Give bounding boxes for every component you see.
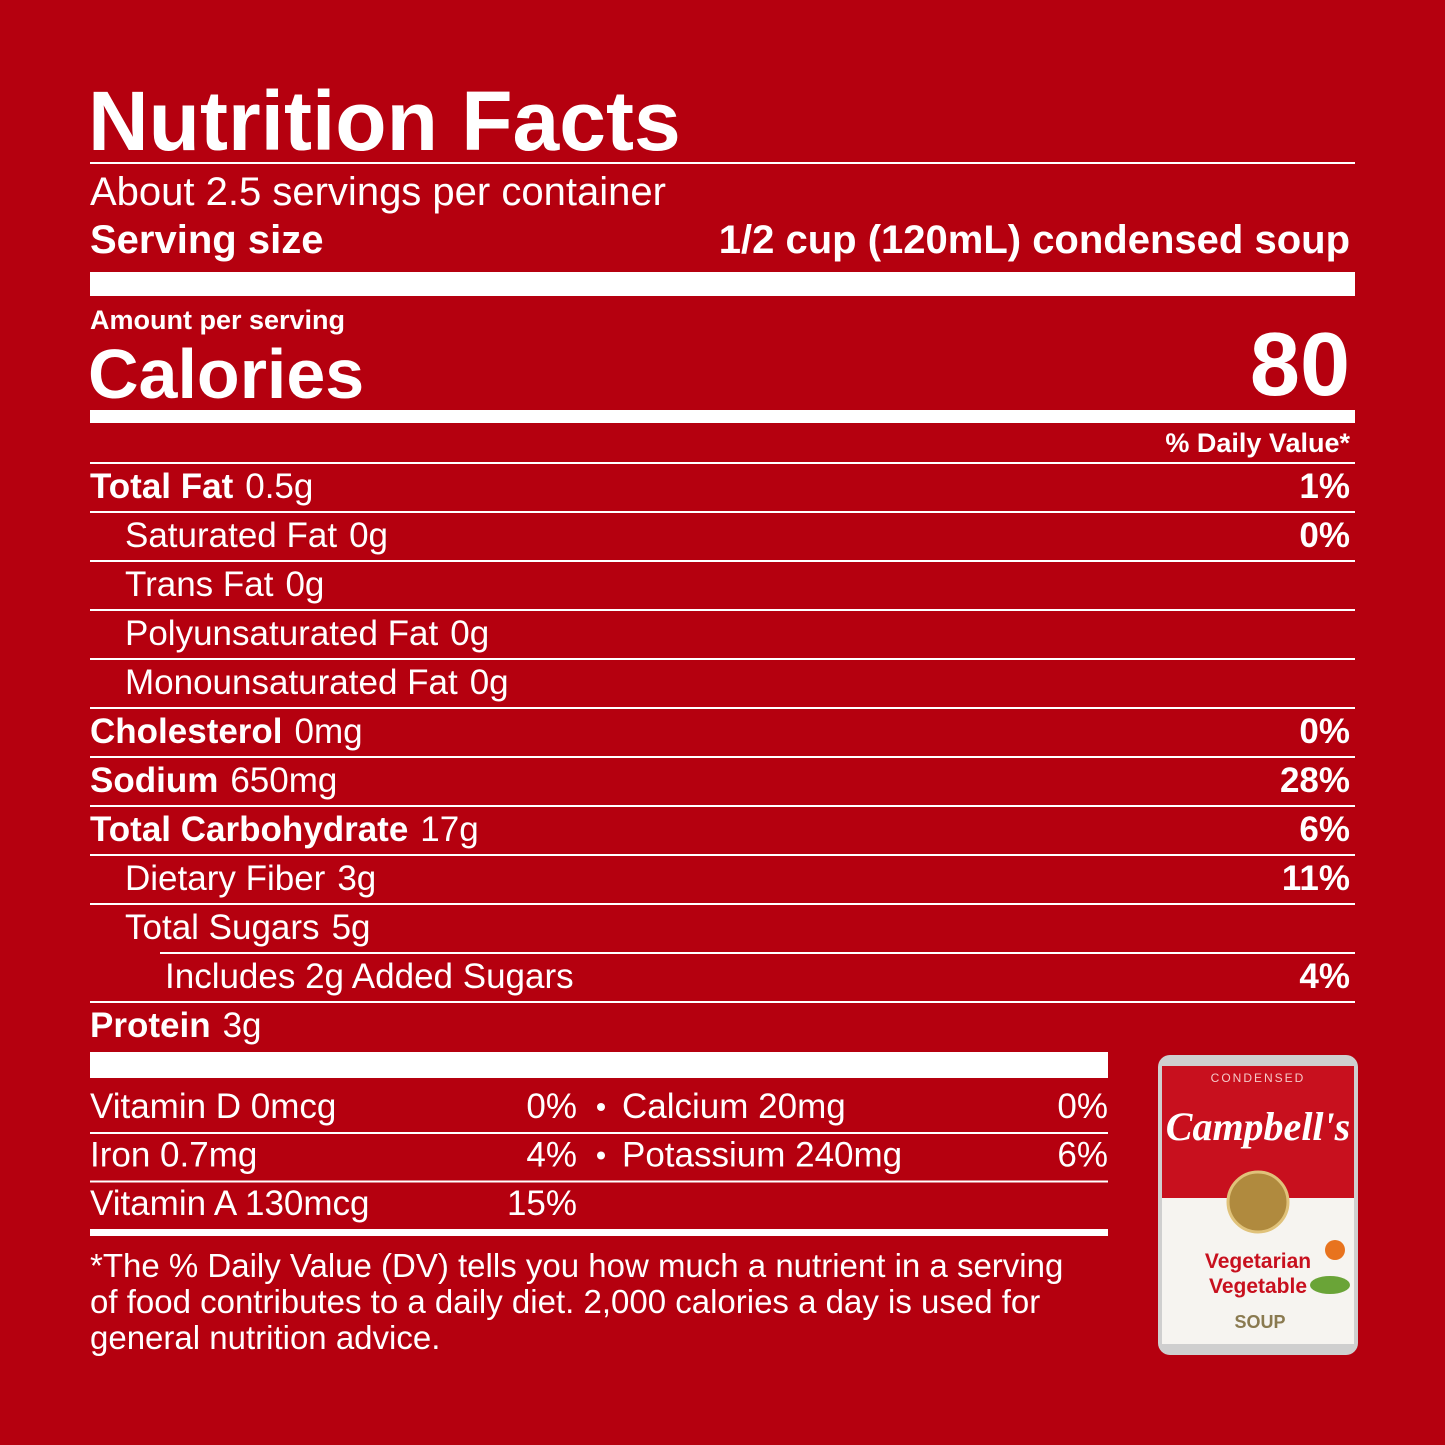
medallion xyxy=(1226,1170,1290,1234)
nutrient: Dietary Fiber 3g xyxy=(125,859,376,898)
nutrient-name: Monounsaturated Fat xyxy=(125,663,458,702)
vitamin-name: Iron 0.7mg xyxy=(90,1136,257,1175)
nutrient-name: Saturated Fat xyxy=(125,516,337,555)
nutrient-dv: 6% xyxy=(1299,810,1350,849)
nutrient-name: Total Carbohydrate xyxy=(90,810,408,849)
rule xyxy=(90,854,1355,856)
nutrient: Saturated Fat 0g xyxy=(125,516,388,555)
nutrient-amount: 0.5g xyxy=(245,467,313,506)
rule xyxy=(90,903,1355,905)
nutrient-amount: 17g xyxy=(420,810,478,849)
nutrient: Total Carbohydrate 17g xyxy=(90,810,479,849)
vitamin-dv: 0% xyxy=(1057,1087,1108,1126)
rule xyxy=(90,511,1355,513)
vitamin-dv: 0% xyxy=(526,1087,577,1126)
soup-kind: SOUP xyxy=(1234,1312,1285,1332)
rule xyxy=(90,756,1355,758)
vitamin-dv: 4% xyxy=(526,1136,577,1175)
rule xyxy=(90,1001,1355,1003)
dv-header: % Daily Value* xyxy=(1165,428,1350,458)
vitamin-name: Calcium 20mg xyxy=(622,1087,846,1126)
serving-size-value: 1/2 cup (120mL) condensed soup xyxy=(719,218,1350,262)
rule xyxy=(90,707,1355,709)
serving-size-label: Serving size xyxy=(90,218,323,262)
nutrient: Total Fat 0.5g xyxy=(90,467,313,506)
rule xyxy=(90,560,1355,562)
nutrient-name: Sodium xyxy=(90,761,218,800)
soup-can: CONDENSED Campbell's Vegetarian Vegetabl… xyxy=(1158,1055,1358,1355)
nutrient-amount: 3g xyxy=(337,859,376,898)
thick-bar xyxy=(90,1052,1108,1078)
nutrient: Polyunsaturated Fat 0g xyxy=(125,614,489,653)
brand: Campbell's xyxy=(1166,1104,1350,1149)
nutrient-amount: 5g xyxy=(332,908,371,947)
nutrient-rows: Total Fat 0.5g 1% Saturated Fat 0g 0% Trans Fa… xyxy=(90,467,1355,1045)
nutrient-name: Total Fat xyxy=(90,467,234,506)
nutrient-dv: 28% xyxy=(1280,761,1350,800)
rule xyxy=(90,805,1355,807)
can-label: CONDENSED xyxy=(1211,1071,1306,1085)
nutrient: Includes 2g Added Sugars xyxy=(165,957,574,996)
rule xyxy=(90,658,1355,660)
vitamin-dv: 15% xyxy=(507,1184,577,1223)
nutrient-name: Protein xyxy=(90,1006,211,1045)
nutrient-amount: 3g xyxy=(223,1006,262,1045)
nutrient-name: Trans Fat xyxy=(125,565,274,604)
bullet xyxy=(597,1103,605,1111)
nutrient-name: Polyunsaturated Fat xyxy=(125,614,439,653)
nutrient-dv: 1% xyxy=(1299,467,1350,506)
nutrient-name: Dietary Fiber xyxy=(125,859,326,898)
rule xyxy=(160,952,1355,954)
nutrient-amount: 0g xyxy=(285,565,324,604)
nutrient: Sodium 650mg xyxy=(90,761,337,800)
calories-label: Calories xyxy=(88,335,364,413)
rule xyxy=(90,1180,1108,1183)
footnote: general nutrition advice. xyxy=(90,1319,440,1356)
variety: Vegetarian xyxy=(1205,1250,1311,1273)
nutrient: Cholesterol 0mg xyxy=(90,712,363,751)
nutrient-dv: 0% xyxy=(1299,516,1350,555)
nutrient-amount: 650mg xyxy=(230,761,337,800)
nutrient-amount: 0mg xyxy=(295,712,363,751)
nutrient-dv: 4% xyxy=(1299,957,1350,996)
nutrient-name: Total Sugars xyxy=(125,908,320,947)
medium-bar xyxy=(90,410,1355,423)
variety: Vegetable xyxy=(1209,1275,1307,1298)
carrot xyxy=(1325,1240,1345,1260)
nutrient-amount: 0g xyxy=(450,614,489,653)
servings: About 2.5 servings per container xyxy=(90,170,666,214)
vitamin-name: Vitamin A 130mcg xyxy=(90,1184,370,1223)
amount-per-serving: Amount per serving xyxy=(90,305,345,335)
nutrient: Protein 3g xyxy=(90,1006,262,1045)
peas xyxy=(1310,1276,1350,1294)
title: Nutrition Facts xyxy=(88,74,681,168)
rule xyxy=(90,1132,1108,1134)
nutrient-amount: 0g xyxy=(349,516,388,555)
vitamin-name: Potassium 240mg xyxy=(622,1136,902,1175)
calories-value: 80 xyxy=(1250,315,1350,415)
bullet xyxy=(597,1151,605,1160)
vitamin-dv: 6% xyxy=(1057,1136,1108,1175)
footnote: *The % Daily Value (DV) tells you how mu… xyxy=(90,1247,1063,1284)
rule xyxy=(90,609,1355,611)
nutrient: Trans Fat 0g xyxy=(125,565,324,604)
nutrient-dv: 11% xyxy=(1282,859,1350,898)
nutrient-dv: 0% xyxy=(1299,712,1350,751)
rule xyxy=(90,162,1355,164)
footnote: of food contributes to a daily diet. 2,0… xyxy=(90,1283,1040,1320)
rule xyxy=(90,462,1355,464)
vitamin-name: Vitamin D 0mcg xyxy=(90,1087,336,1126)
nutrient-name: Cholesterol xyxy=(90,712,283,751)
thick-bar xyxy=(90,272,1355,296)
nutrient: Monounsaturated Fat 0g xyxy=(125,663,509,702)
nutrient: Total Sugars 5g xyxy=(125,908,371,947)
nutrient-name: Includes 2g Added Sugars xyxy=(165,957,574,996)
medium-bar xyxy=(90,1229,1108,1236)
vitamin-rows: Vitamin D 0mcg 0% Calcium 20mg 0% Iron 0.7mg… xyxy=(90,1087,1108,1223)
nutrient-amount: 0g xyxy=(470,663,509,702)
